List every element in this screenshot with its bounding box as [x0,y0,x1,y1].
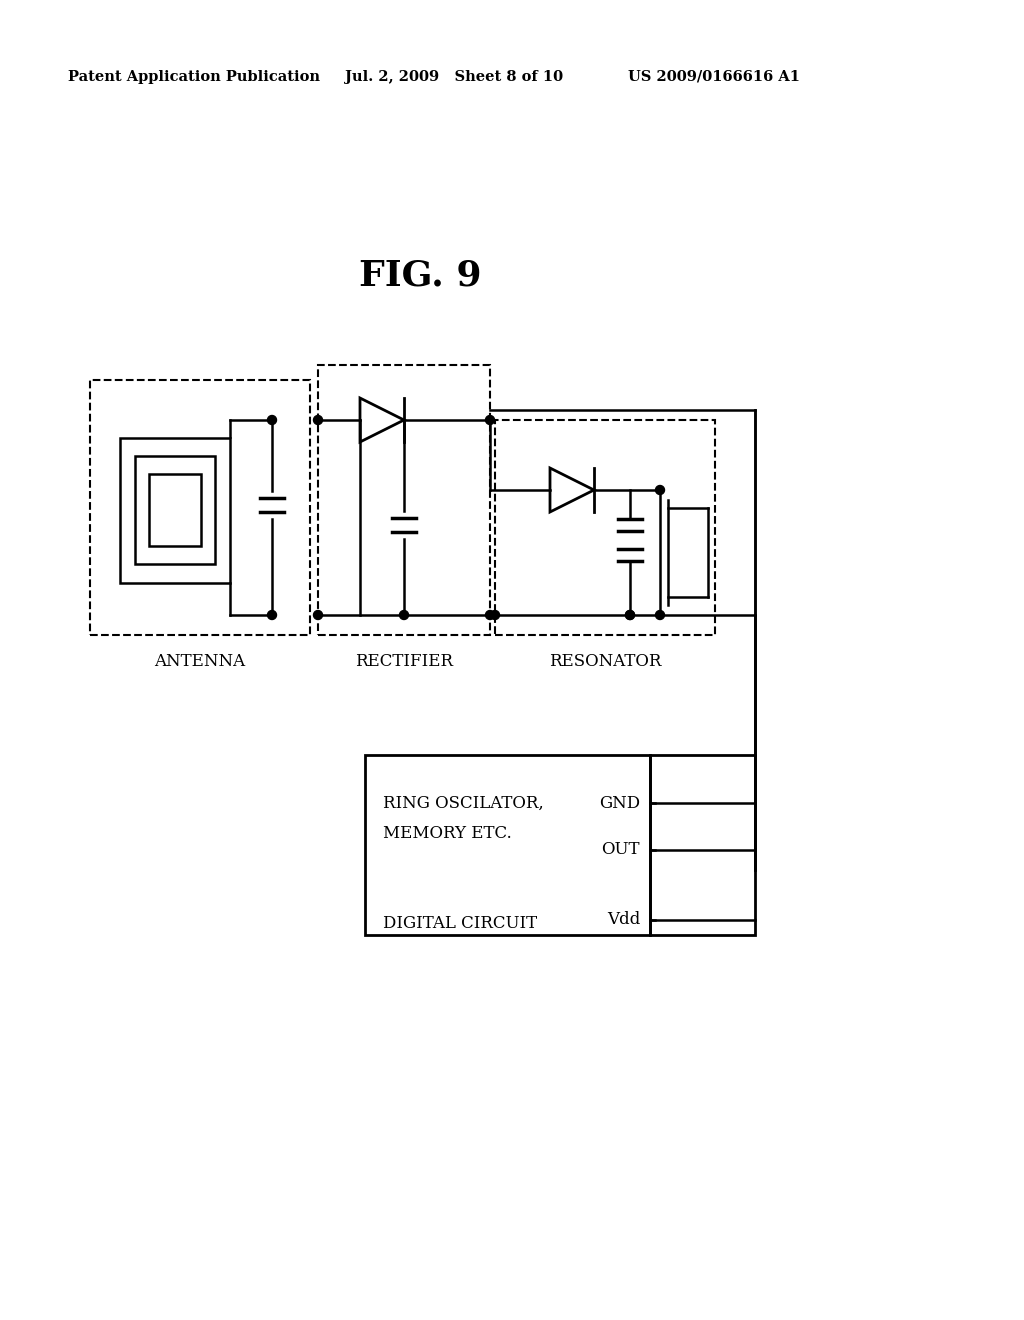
Circle shape [490,610,500,619]
Text: US 2009/0166616 A1: US 2009/0166616 A1 [628,70,800,84]
Text: OUT: OUT [601,842,640,858]
Text: RESONATOR: RESONATOR [549,653,662,671]
Bar [495,420,715,635]
Bar [650,755,755,935]
Bar [135,455,215,564]
Text: GND: GND [599,795,640,812]
Circle shape [626,610,635,619]
Text: MEMORY ETC.: MEMORY ETC. [383,825,512,842]
Circle shape [313,416,323,425]
Circle shape [655,610,665,619]
Bar [318,366,490,635]
Circle shape [626,610,635,619]
Circle shape [485,416,495,425]
Text: Vdd: Vdd [607,912,640,928]
Bar [150,474,201,546]
Circle shape [313,610,323,619]
Text: Jul. 2, 2009   Sheet 8 of 10: Jul. 2, 2009 Sheet 8 of 10 [345,70,563,84]
Bar [365,755,650,935]
Bar [90,380,310,635]
Text: RECTIFIER: RECTIFIER [355,653,453,671]
Bar [120,438,230,583]
Circle shape [485,610,495,619]
Text: RING OSCILATOR,: RING OSCILATOR, [383,795,544,812]
Text: ANTENNA: ANTENNA [155,653,246,671]
Text: Patent Application Publication: Patent Application Publication [68,70,319,84]
Circle shape [267,416,276,425]
Text: FIG. 9: FIG. 9 [358,257,481,292]
Circle shape [655,486,665,495]
Circle shape [267,610,276,619]
Text: DIGITAL CIRCUIT: DIGITAL CIRCUIT [383,915,538,932]
Circle shape [399,610,409,619]
